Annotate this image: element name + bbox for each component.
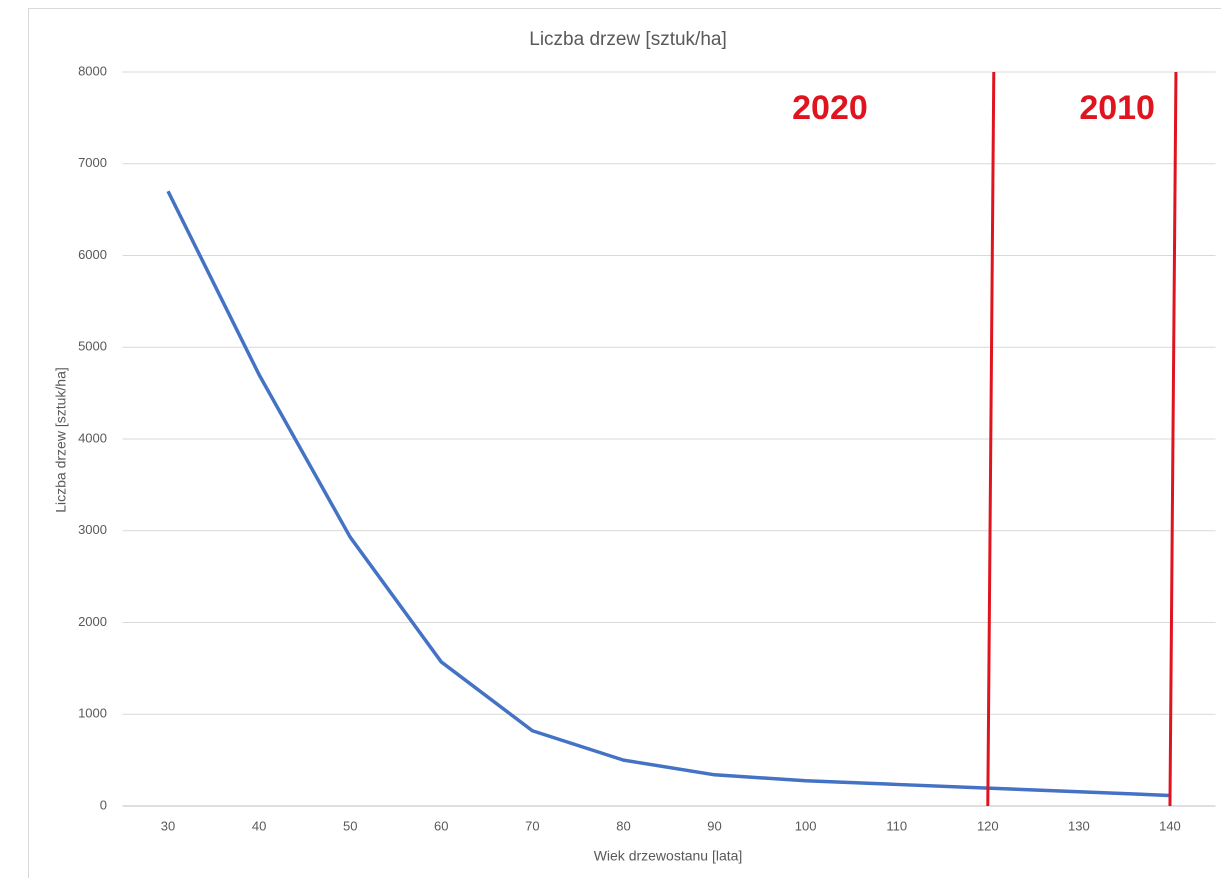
- y-tick-label: 8000: [78, 63, 107, 78]
- x-tick-label: 80: [616, 818, 630, 833]
- y-tick-label: 0: [100, 797, 107, 812]
- x-tick-label: 90: [707, 818, 721, 833]
- x-tick-label: 120: [977, 818, 999, 833]
- x-tick-label: 110: [886, 818, 907, 833]
- x-tick-label: 140: [1159, 818, 1181, 833]
- data-line: [166, 190, 1171, 798]
- y-tick-label: 1000: [78, 706, 107, 721]
- y-tick-label: 5000: [78, 339, 107, 354]
- annotation-label: 2020: [792, 89, 868, 127]
- x-tick-label: 50: [343, 818, 357, 833]
- y-tick-label: 2000: [78, 614, 107, 629]
- chart-frame: [28, 8, 1221, 878]
- x-tick-label: 40: [252, 818, 266, 833]
- y-tick-label: 6000: [78, 247, 107, 262]
- annotation-label: 2010: [1079, 89, 1155, 127]
- chart-title: Liczba drzew [sztuk/ha]: [529, 29, 726, 50]
- y-tick-label: 7000: [78, 155, 107, 170]
- y-tick-label: 3000: [78, 522, 107, 537]
- y-tick-label: 4000: [78, 430, 107, 445]
- annotation-line: [1168, 71, 1178, 807]
- x-tick-label: 30: [161, 818, 175, 833]
- x-axis-title: Wiek drzewostanu [lata]: [594, 848, 743, 864]
- x-tick-label: 60: [434, 818, 448, 833]
- y-axis-title: Liczba drzew [sztuk/ha]: [53, 367, 69, 513]
- x-tick-label: 70: [525, 818, 539, 833]
- annotation-line: [986, 71, 996, 807]
- x-tick-label: 100: [795, 818, 817, 833]
- x-tick-label: 130: [1068, 818, 1090, 833]
